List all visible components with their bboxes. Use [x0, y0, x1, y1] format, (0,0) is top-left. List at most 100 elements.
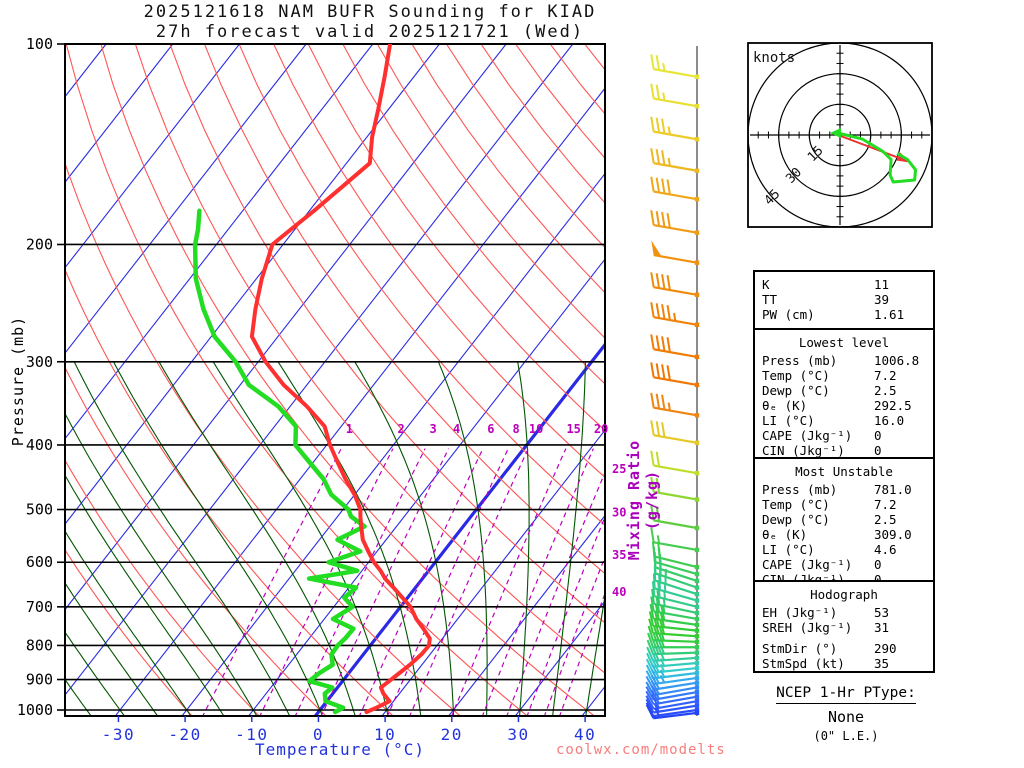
isotherm-line: [65, 44, 374, 440]
wind-barb: [645, 698, 700, 714]
isotherm-line: [65, 44, 174, 184]
stat-row: K 11: [762, 277, 926, 292]
ptype-note: (0" L.E.): [813, 729, 879, 743]
isotherm-line: [248, 258, 605, 716]
hodograph-units-label: knots: [753, 50, 795, 66]
mixing-ratio-line: [202, 448, 342, 716]
wind-barb: [650, 83, 700, 109]
wind-barb: [645, 704, 700, 720]
wind-barb: [650, 148, 700, 173]
moist-adiabat-line: [517, 361, 530, 716]
stat-row: PW (cm) 1.61: [762, 307, 926, 322]
stat-value: 39: [874, 292, 890, 307]
mixing-ratio-right-label: 25: [612, 462, 626, 476]
wind-barb: [650, 527, 700, 553]
stat-value: 292.5: [874, 398, 912, 413]
mixing-ratio-right-label: 40: [612, 585, 626, 599]
wind-barb: [650, 450, 700, 476]
temperature-tick-label: 40: [574, 725, 596, 744]
pressure-tick-label: 500: [26, 501, 53, 519]
mixing-ratio-line: [409, 448, 529, 716]
temperature-tick-label: -20: [168, 725, 201, 744]
isotherm-line: [448, 514, 605, 716]
stat-value: 309.0: [874, 527, 912, 542]
stat-label: StmDir (°): [762, 641, 838, 656]
wind-barb: [650, 334, 700, 360]
dry-adiabat-line: [203, 44, 605, 575]
stat-row: Temp (°C) 7.2: [762, 497, 926, 512]
stat-value: 2.5: [874, 512, 897, 527]
mixing-ratio-line: [506, 470, 605, 716]
mixing-ratio-axis-label: Mixing Ratio (g/kg): [625, 439, 661, 561]
stat-label: Press (mb): [762, 482, 838, 497]
stat-value: 781.0: [874, 482, 912, 497]
mixing-ratio-top-label: 15: [566, 422, 580, 436]
panel-header: Most Unstable: [795, 464, 893, 479]
mixing-ratio-line: [386, 448, 509, 716]
stat-value: 31: [874, 620, 890, 635]
page-title: 2025121618 NAM BUFR Sounding for KIAD 27…: [40, 2, 700, 42]
wind-barb: [650, 476, 700, 502]
dry-adiabat-line: [65, 44, 529, 716]
stat-row: Press (mb) 781.0: [762, 482, 926, 497]
sounding-curves: [192, 44, 432, 715]
most-unstable-panel: Most Unstable Press (mb) 781.0 Temp (°C) 7.…: [753, 457, 935, 587]
mixing-ratio-top-label: 1: [346, 422, 353, 436]
dry-adiabat-line: [238, 44, 605, 526]
stat-row: CIN (Jkg⁻¹) 0: [762, 443, 926, 458]
stat-value: 53: [874, 605, 890, 620]
mixing-ratio-top-label: 10: [529, 422, 543, 436]
ptype-value: None: [827, 708, 865, 726]
moist-adiabat-line: [65, 530, 192, 716]
mixing-ratio-line: [320, 448, 450, 716]
lowest-level-panel: Lowest level Press (mb) 1006.8 Temp (°C) 7.…: [753, 328, 935, 459]
hodograph-ring: [808, 103, 872, 167]
stat-label: Temp (°C): [762, 497, 830, 512]
wind-barb: [650, 420, 700, 445]
wind-barb: [650, 54, 700, 79]
title-line-1: 2025121618 NAM BUFR Sounding for KIAD: [143, 2, 597, 22]
skewt-grid: [65, 44, 605, 716]
stat-row: Press (mb) 1006.8: [762, 353, 926, 368]
wind-barb: [650, 505, 700, 531]
temperature-tick-label: 0: [313, 725, 324, 744]
stat-label: Press (mb): [762, 353, 838, 368]
watermark-link[interactable]: coolwx.com/modelts: [556, 742, 726, 758]
stat-row: LI (°C) 16.0: [762, 413, 926, 428]
wind-barb-column: [645, 46, 700, 720]
wind-barb: [647, 625, 700, 645]
wind-barb: [650, 362, 700, 388]
stat-label: StmSpd (kt): [762, 656, 845, 671]
stat-label: CAPE (Jkg⁻¹): [762, 557, 853, 572]
pressure-tick-label: 100: [26, 35, 53, 53]
mixing-ratio-top-label: 20: [594, 422, 608, 436]
stat-row: Dewp (°C) 2.5: [762, 512, 926, 527]
pressure-tick-label: 900: [26, 671, 53, 689]
wind-barb: [646, 645, 700, 663]
temperature-axis-label: Temperature (°C): [254, 740, 426, 759]
stat-label: K: [762, 277, 770, 292]
temperature-curve: [249, 44, 432, 714]
mixing-ratio-top-label: 2: [397, 422, 404, 436]
isotherm-line: [114, 87, 605, 716]
wind-barb: [645, 694, 700, 710]
dry-adiabat-line: [169, 44, 605, 624]
moist-adiabat-line: [73, 361, 291, 716]
mixing-ratio-top-label: 8: [512, 422, 519, 436]
stat-label: Dewp (°C): [762, 512, 830, 527]
moist-adiabat-line: [65, 631, 126, 716]
pressure-tick-label: 400: [26, 436, 53, 454]
dry-adiabat-line: [273, 44, 605, 479]
storm-motion-vector: [837, 134, 904, 161]
stat-label: SREH (Jkg⁻¹): [762, 620, 853, 635]
stat-row: StmSpd (kt) 35: [762, 656, 926, 671]
dry-adiabat-line: [342, 44, 605, 385]
pressure-tick-label: 200: [26, 235, 53, 253]
stat-value: 1006.8: [874, 353, 920, 368]
indices-panel: K 11 TT 39 PW (cm) 1.61: [753, 270, 935, 330]
moist-adiabat-line: [65, 412, 258, 716]
stat-value: 0: [874, 557, 882, 572]
